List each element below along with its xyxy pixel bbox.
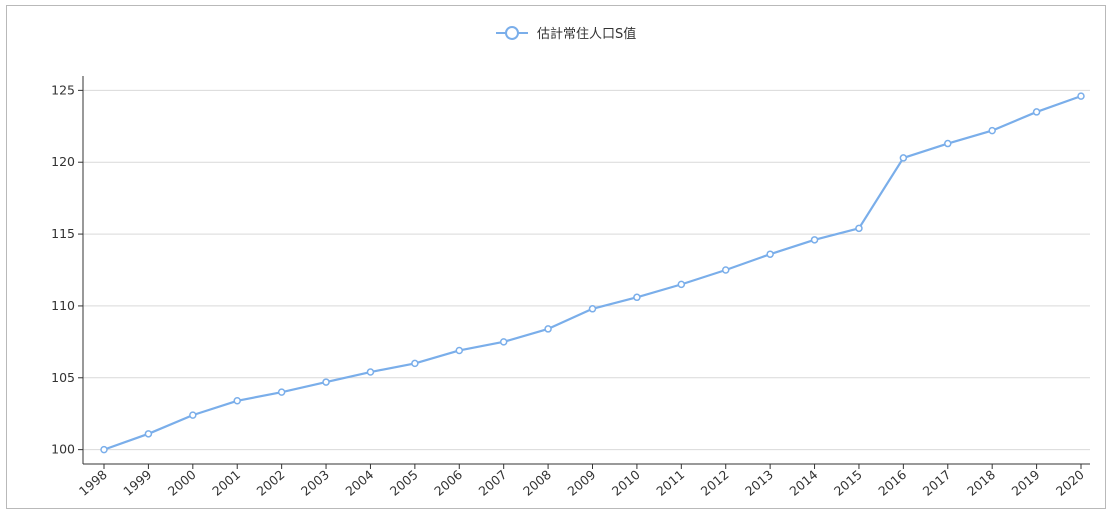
y-tick-label-115: 115 — [51, 226, 75, 241]
grid-lines — [78, 89, 1090, 451]
chart-frame — [6, 5, 1106, 509]
data-point-2010[interactable] — [633, 293, 641, 302]
x-tick-label-1999: 1999 — [120, 467, 154, 499]
x-tick-label-2010: 2010 — [609, 467, 643, 499]
data-point-1998[interactable] — [100, 445, 108, 454]
x-tick-label-2001: 2001 — [209, 467, 243, 499]
x-tick-label-2011: 2011 — [653, 467, 687, 499]
data-point-2004[interactable] — [366, 368, 375, 376]
axes — [82, 76, 1090, 469]
x-tick-label-2009: 2009 — [564, 467, 598, 499]
data-point-2006[interactable] — [455, 346, 464, 355]
x-tick-label-2007: 2007 — [476, 467, 510, 499]
data-point-2016[interactable] — [899, 154, 908, 162]
data-point-2015[interactable] — [855, 224, 863, 233]
data-point-2007[interactable] — [499, 338, 508, 346]
data-point-2001[interactable] — [233, 397, 241, 405]
data-point-2020[interactable] — [1077, 92, 1085, 100]
data-point-2013[interactable] — [766, 250, 774, 258]
data-point-2014[interactable] — [810, 236, 819, 244]
x-tick-label-2020: 2020 — [1053, 467, 1087, 499]
x-tick-label-2008: 2008 — [520, 467, 554, 499]
legend-label: 估計常住人口S值 — [537, 26, 636, 42]
x-tick-label-2019: 2019 — [1009, 467, 1043, 499]
x-tick-label-2015: 2015 — [831, 467, 865, 499]
series-layer — [100, 92, 1085, 454]
x-tick-label-2014: 2014 — [786, 467, 820, 499]
x-tick-label-2004: 2004 — [342, 467, 376, 499]
legend-circle-marker — [505, 26, 519, 40]
data-point-2019[interactable] — [1032, 108, 1041, 116]
y-tick-label-120: 120 — [51, 154, 75, 169]
y-tick-label-110: 110 — [51, 298, 75, 313]
x-tick-label-2005: 2005 — [387, 467, 421, 499]
x-tick-label-2018: 2018 — [964, 467, 998, 499]
data-point-2012[interactable] — [721, 266, 730, 274]
legend[interactable]: 估計常住人口S值 — [496, 26, 636, 42]
x-tick-label-2016: 2016 — [875, 467, 909, 499]
y-tick-labels: 100 105 110 115 120 125 — [51, 82, 75, 456]
data-point-2000[interactable] — [189, 411, 197, 419]
x-tick-label-2003: 2003 — [298, 467, 332, 499]
x-tick-label-2012: 2012 — [698, 467, 732, 499]
data-point-2011[interactable] — [677, 280, 686, 289]
data-point-2018[interactable] — [988, 126, 996, 135]
data-point-2003[interactable] — [322, 378, 330, 386]
y-tick-label-105: 105 — [51, 370, 75, 385]
data-point-1999[interactable] — [144, 430, 153, 438]
x-tick-label-2017: 2017 — [920, 467, 954, 499]
data-point-2017[interactable] — [944, 139, 952, 148]
x-tick-label-2006: 2006 — [431, 467, 465, 499]
data-point-2002[interactable] — [277, 388, 286, 396]
y-tick-label-100: 100 — [51, 442, 75, 457]
x-tick-label-2013: 2013 — [742, 467, 776, 499]
data-point-2009[interactable] — [588, 305, 597, 313]
x-tick-label-2002: 2002 — [254, 467, 288, 499]
x-tick-labels: 1998 1999 2000 2001 2002 2003 2004 2005 2006 2007… — [76, 467, 1087, 499]
x-tick-label-1998: 1998 — [76, 467, 110, 499]
data-point-2008[interactable] — [544, 325, 552, 333]
series-line-0 — [103, 95, 1082, 451]
y-tick-label-125: 125 — [51, 82, 75, 97]
x-tick-label-2000: 2000 — [165, 467, 199, 499]
data-point-2005[interactable] — [411, 359, 419, 368]
